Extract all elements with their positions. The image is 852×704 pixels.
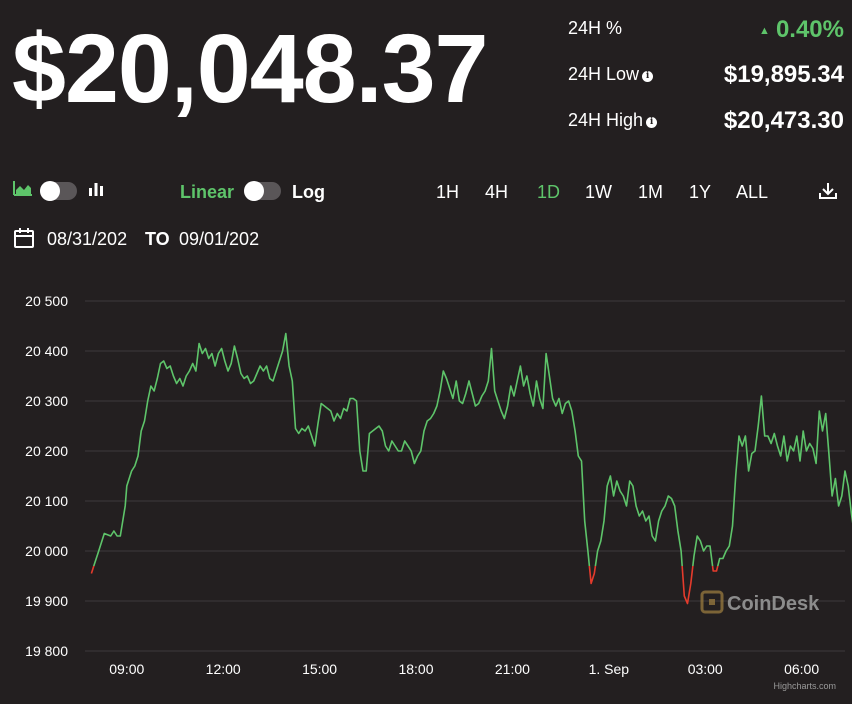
y-tick-label: 20 100 bbox=[25, 493, 68, 509]
calendar-icon[interactable] bbox=[13, 227, 35, 249]
change-label: 24H % bbox=[568, 18, 623, 38]
low-value: $19,895.34 bbox=[723, 61, 844, 88]
price-line-up bbox=[92, 332, 852, 566]
high-value: $20,473.30 bbox=[723, 107, 844, 134]
change-value: 0.40% bbox=[775, 16, 844, 43]
grid-lines bbox=[85, 300, 845, 652]
y-tick-label: 20 500 bbox=[25, 293, 68, 309]
info-icon[interactable]: i bbox=[646, 117, 658, 128]
coindesk-watermark: CoinDesk bbox=[700, 590, 820, 615]
range-1m[interactable]: 1M bbox=[638, 182, 664, 202]
toggle-knob bbox=[244, 181, 264, 201]
range-1d[interactable]: 1D bbox=[537, 182, 561, 202]
range-all[interactable]: ALL bbox=[736, 182, 769, 202]
chart-type-toggle[interactable] bbox=[40, 181, 77, 201]
y-tick-label: 20 200 bbox=[25, 443, 68, 459]
x-tick-label: 18:00 bbox=[398, 661, 433, 677]
x-tick-label: 09:00 bbox=[109, 661, 144, 677]
current-price: $20,048.37 bbox=[12, 14, 488, 123]
info-icon[interactable]: i bbox=[642, 71, 654, 82]
date-from[interactable]: 08/31/202 bbox=[47, 229, 128, 249]
high-label-group: 24H High i bbox=[568, 110, 658, 131]
candlestick-icon[interactable] bbox=[88, 181, 104, 197]
scale-toggle[interactable] bbox=[244, 181, 281, 201]
y-tick-label: 19 900 bbox=[25, 593, 68, 609]
highcharts-credit[interactable]: Highcharts.com bbox=[773, 681, 836, 691]
y-tick-label: 19 800 bbox=[25, 643, 68, 659]
x-tick-label: 1. Sep bbox=[589, 661, 630, 677]
x-tick-label: 12:00 bbox=[206, 661, 241, 677]
y-tick-label: 20 400 bbox=[25, 343, 68, 359]
area-chart-icon[interactable] bbox=[13, 180, 33, 196]
y-tick-label: 20 000 bbox=[25, 543, 68, 559]
price-series[interactable] bbox=[90, 332, 852, 605]
range-1h[interactable]: 1H bbox=[436, 182, 460, 202]
price-chart[interactable]: 19 800 19 900 20 000 20 100 20 200 20 300 20 4… bbox=[0, 280, 852, 704]
date-to[interactable]: 09/01/202 bbox=[179, 229, 260, 249]
x-tick-label: 21:00 bbox=[495, 661, 530, 677]
x-tick-label: 15:00 bbox=[302, 661, 337, 677]
change-value-group: ▲ 0.40% bbox=[759, 16, 844, 44]
range-1w[interactable]: 1W bbox=[585, 182, 612, 202]
toggle-knob bbox=[40, 181, 60, 201]
high-label: 24H High bbox=[568, 110, 644, 130]
low-label: 24H Low bbox=[568, 64, 640, 84]
y-tick-label: 20 300 bbox=[25, 393, 68, 409]
download-icon[interactable] bbox=[818, 181, 838, 201]
range-1y[interactable]: 1Y bbox=[689, 182, 712, 202]
x-tick-label: 03:00 bbox=[688, 661, 723, 677]
x-tick-label: 06:00 bbox=[784, 661, 819, 677]
low-label-group: 24H Low i bbox=[568, 64, 654, 85]
scale-linear-label[interactable]: Linear bbox=[180, 182, 235, 202]
range-4h[interactable]: 4H bbox=[485, 182, 509, 202]
coindesk-logo-icon bbox=[700, 590, 724, 614]
watermark-text: CoinDesk bbox=[727, 593, 820, 615]
date-to-separator: TO bbox=[145, 229, 170, 249]
up-arrow-icon: ▲ bbox=[759, 25, 770, 37]
scale-log-label[interactable]: Log bbox=[292, 182, 325, 202]
y-axis: 19 800 19 900 20 000 20 100 20 200 20 300 20 4… bbox=[25, 293, 68, 659]
price-line-down bbox=[90, 566, 719, 605]
x-axis: 09:00 12:00 15:00 18:00 21:00 1. Sep 03:00 06:0… bbox=[109, 661, 819, 677]
